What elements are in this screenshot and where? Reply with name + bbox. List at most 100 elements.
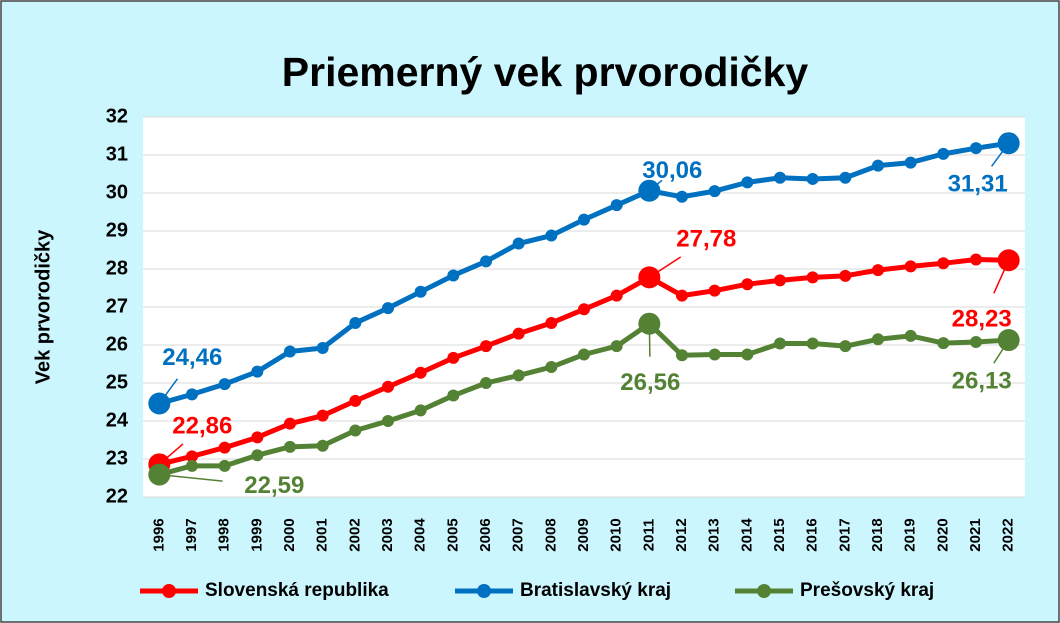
y-tick-label: 30 <box>106 181 128 203</box>
y-tick-label: 22 <box>106 485 128 507</box>
data-point <box>839 171 852 184</box>
x-tick-label: 2001 <box>314 518 331 551</box>
data-point <box>480 377 492 389</box>
data-point <box>610 289 623 302</box>
data-point <box>970 142 982 155</box>
data-point <box>284 345 296 358</box>
x-tick-label: 2022 <box>1000 518 1017 551</box>
data-point <box>186 388 198 401</box>
data-label: 22,59 <box>244 472 304 499</box>
data-point <box>512 369 525 382</box>
y-tick-label: 32 <box>106 105 128 127</box>
x-tick-label: 2014 <box>738 518 755 552</box>
data-point <box>610 340 623 353</box>
data-point <box>284 440 296 453</box>
x-tick-label: 2000 <box>281 518 298 551</box>
data-point <box>218 441 231 454</box>
leader-line <box>648 256 682 278</box>
data-point <box>970 253 982 266</box>
data-point <box>970 335 982 348</box>
data-point <box>676 289 688 302</box>
data-point <box>251 365 264 378</box>
x-tick-label: 1998 <box>216 518 233 551</box>
data-point <box>349 424 362 437</box>
data-point <box>806 337 819 350</box>
x-tick-label: 2006 <box>477 518 494 551</box>
data-point <box>806 271 819 284</box>
chart-title: Priemerný vek prvorodičky <box>282 49 809 95</box>
data-label: 31,31 <box>948 171 1008 198</box>
data-point <box>872 264 884 277</box>
data-point <box>904 329 917 342</box>
data-point <box>480 340 492 353</box>
x-tick-label: 2011 <box>640 519 657 552</box>
y-tick-label: 25 <box>106 371 128 393</box>
leader-line <box>648 323 651 357</box>
data-point <box>545 316 558 329</box>
data-point <box>545 229 558 242</box>
data-point <box>316 409 329 422</box>
data-label: 28,23 <box>952 306 1012 333</box>
legend-marker <box>757 584 771 598</box>
x-tick-label: 2009 <box>575 518 592 551</box>
data-point <box>186 459 198 472</box>
data-point <box>186 450 198 463</box>
data-point <box>218 378 231 391</box>
leader-line <box>158 378 179 404</box>
data-point <box>872 159 884 172</box>
data-point <box>316 342 329 355</box>
data-point <box>382 302 394 315</box>
data-label: 26,56 <box>620 369 680 396</box>
data-point <box>741 348 754 361</box>
data-point <box>774 171 786 184</box>
x-tick-label: 1996 <box>150 518 167 551</box>
leader-line <box>648 179 663 192</box>
data-point <box>708 284 721 297</box>
leader-line <box>158 443 184 465</box>
data-label: 30,06 <box>642 157 702 184</box>
y-axis-label: Vek prvorodičky <box>32 229 54 384</box>
data-point <box>741 176 754 189</box>
data-label: 22,86 <box>172 413 232 440</box>
x-tick-label: 1997 <box>183 518 200 551</box>
data-label: 24,46 <box>162 344 222 371</box>
y-tick-label: 23 <box>106 447 128 469</box>
data-point <box>512 237 525 250</box>
x-tick-label: 2002 <box>346 518 363 551</box>
y-tick-label: 24 <box>106 409 129 431</box>
data-point <box>414 404 427 417</box>
data-point <box>480 255 492 268</box>
x-tick-label: 2019 <box>902 518 919 551</box>
x-tick-label: 2012 <box>673 518 690 551</box>
data-point <box>904 156 917 169</box>
x-tick-label: 2017 <box>836 518 853 551</box>
data-point <box>382 380 394 393</box>
data-point <box>904 260 917 273</box>
leader-line <box>159 473 223 482</box>
data-label: 27,78 <box>676 226 736 253</box>
data-point <box>578 348 590 361</box>
x-tick-label: 2008 <box>542 518 559 551</box>
legend-label: Slovenská republika <box>205 580 389 601</box>
data-point <box>774 337 786 350</box>
x-tick-label: 2005 <box>444 518 461 551</box>
data-point <box>382 415 394 427</box>
x-tick-label: 2004 <box>412 518 429 552</box>
data-point <box>447 269 460 282</box>
legend-label: Prešovský kraj <box>800 580 934 601</box>
data-point <box>872 333 884 346</box>
x-tick-label: 2003 <box>379 518 396 551</box>
y-tick-label: 31 <box>106 143 128 165</box>
x-tick-label: 2010 <box>608 518 625 551</box>
data-point <box>578 303 590 316</box>
leader-line <box>993 259 1010 294</box>
legend-marker <box>477 584 491 598</box>
data-point <box>284 417 296 430</box>
x-tick-label: 2013 <box>706 518 723 551</box>
x-tick-label: 2021 <box>967 518 984 551</box>
x-tick-label: 2007 <box>510 518 527 551</box>
legend-label: Bratislavský kraj <box>520 580 671 601</box>
data-point <box>937 147 950 160</box>
